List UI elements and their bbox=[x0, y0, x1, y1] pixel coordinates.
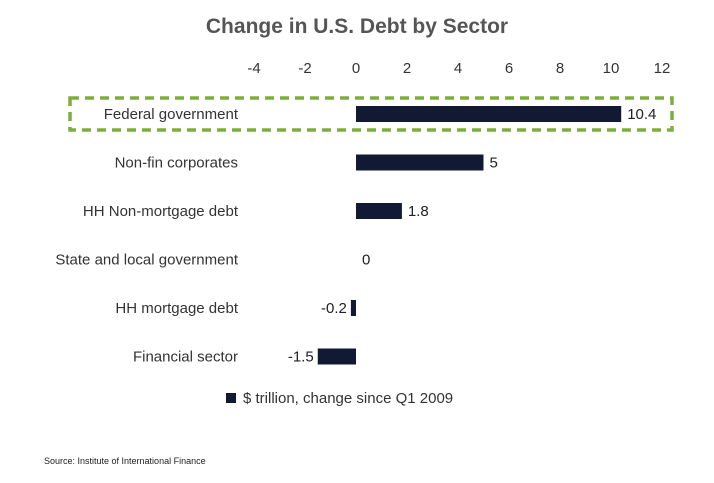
data-label: 1.8 bbox=[408, 203, 429, 220]
source-note: Source: Institute of International Finan… bbox=[44, 456, 206, 466]
category-label: State and local government bbox=[55, 252, 238, 269]
x-tick-label: 2 bbox=[403, 60, 411, 77]
highlight-dashed-box bbox=[68, 96, 674, 132]
bars bbox=[317, 106, 622, 365]
category-label: HH mortgage debt bbox=[115, 300, 238, 317]
x-tick-label: 6 bbox=[505, 60, 513, 77]
data-label: -0.2 bbox=[321, 300, 347, 317]
data-labels: 10.4 5 1.8 0 -0.2 -1.5 bbox=[288, 106, 657, 366]
x-axis-ticks: -4 -2 0 2 4 6 8 10 12 bbox=[247, 60, 670, 77]
legend-label: $ trillion, change since Q1 2009 bbox=[243, 390, 453, 407]
x-tick-label: 8 bbox=[556, 60, 564, 77]
x-tick-label: 0 bbox=[352, 60, 360, 77]
category-label: Non-fin corporates bbox=[115, 155, 238, 172]
x-tick-label: 4 bbox=[454, 60, 462, 77]
category-label: Federal government bbox=[104, 106, 239, 123]
data-label: 10.4 bbox=[627, 106, 656, 123]
chart-title: Change in U.S. Debt by Sector bbox=[206, 15, 508, 38]
bar bbox=[356, 106, 622, 122]
data-label: -1.5 bbox=[288, 349, 314, 366]
legend: $ trillion, change since Q1 2009 bbox=[226, 390, 453, 407]
category-label: Financial sector bbox=[133, 349, 238, 366]
data-label: 0 bbox=[362, 252, 370, 269]
legend-swatch bbox=[226, 393, 236, 403]
category-labels: Federal government Non-fin corporates HH N… bbox=[55, 106, 238, 366]
x-tick-label: 10 bbox=[603, 60, 620, 77]
bar bbox=[317, 348, 356, 365]
x-tick-label: 12 bbox=[654, 60, 671, 77]
category-label: HH Non-mortgage debt bbox=[83, 203, 239, 220]
x-tick-label: -2 bbox=[298, 60, 311, 77]
bar bbox=[356, 203, 402, 219]
bar bbox=[356, 154, 484, 171]
data-label: 5 bbox=[490, 155, 498, 172]
bar bbox=[350, 300, 356, 316]
x-tick-label: -4 bbox=[247, 60, 260, 77]
highlight-box bbox=[68, 96, 674, 132]
